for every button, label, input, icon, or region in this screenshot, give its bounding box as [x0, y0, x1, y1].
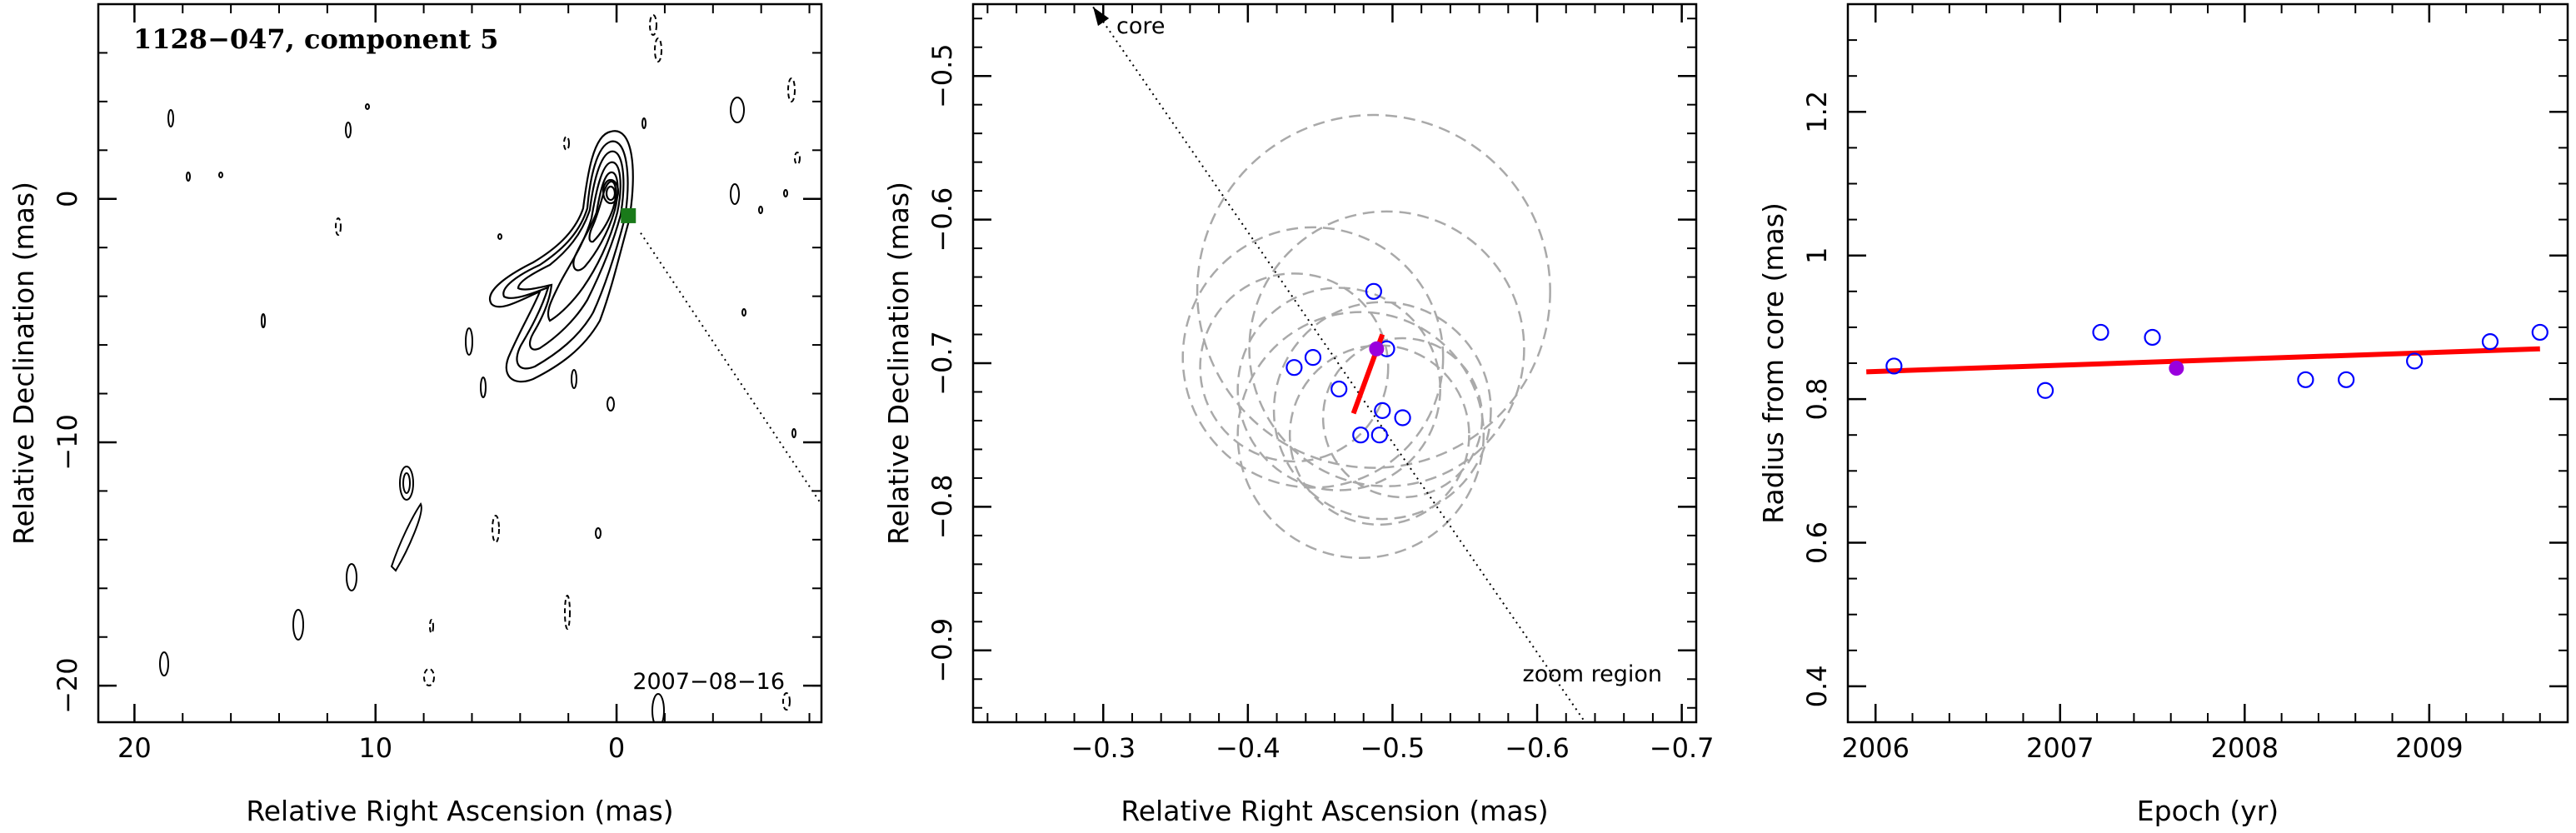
- y-tick-label: −10: [52, 414, 83, 471]
- x-tick-label: 10: [358, 732, 392, 764]
- y-tick-label: −0.6: [926, 187, 958, 252]
- fit-line: [1866, 346, 2540, 375]
- y-tick-label: 0.6: [1801, 521, 1833, 564]
- epoch-point: [2531, 323, 2549, 342]
- contour-map-axes: 20 10 0 0 −10 −20: [52, 3, 821, 764]
- y-tick-label: 1: [1801, 247, 1833, 264]
- current-epoch-point: [1369, 341, 1385, 357]
- error-circle: [1248, 210, 1525, 487]
- x-tick-label: −0.5: [1360, 732, 1425, 764]
- zoom-panel-content: [1092, 6, 1586, 722]
- x-tick-label: 2007: [2026, 732, 2094, 764]
- epoch-point: [2338, 371, 2355, 388]
- epoch-point: [1330, 380, 1348, 398]
- x-axis-label: Relative Right Ascension (mas): [1121, 795, 1548, 827]
- current-epoch-point: [2169, 361, 2184, 377]
- x-tick-label: 20: [117, 732, 152, 764]
- epoch-points: [1885, 323, 2549, 399]
- error-circle: [1196, 113, 1551, 469]
- core-arrowhead: [1093, 7, 1110, 27]
- epoch-point: [1374, 402, 1391, 419]
- radius-epoch-axes: 2006 2007 2008 2009 0.4 0.6 0.8 1 1.2: [1801, 3, 2568, 764]
- x-tick-label: 2009: [2395, 732, 2463, 764]
- epoch-point: [2092, 323, 2109, 342]
- y-tick-label: 0.8: [1801, 378, 1833, 421]
- zoom-panel-frame: [971, 2, 1698, 724]
- noise-contours: [159, 14, 801, 722]
- y-tick-label: −20: [52, 657, 83, 714]
- core-direction-line: [1092, 6, 1586, 722]
- y-tick-label: 0: [52, 191, 83, 207]
- y-axis-label: Radius from core (mas): [1757, 202, 1790, 524]
- contour-map-panel: 20 10 0 0 −10 −20 1128−047, component 5 2007−…: [7, 2, 823, 827]
- x-tick-label: −0.3: [1071, 732, 1136, 764]
- x-tick-label: 2006: [1842, 732, 1910, 764]
- radius-epoch-frame: [1846, 2, 2569, 724]
- direction-line: [640, 232, 821, 506]
- contour-map-frame: [97, 2, 823, 724]
- epoch-point: [2297, 371, 2314, 388]
- zoom-panel-axes: −0.3 −0.4 −0.5 −0.6 −0.7 −0.5 −0.6 −0.7 −0.8 −0.9: [926, 4, 1714, 764]
- error-circle: [1236, 311, 1485, 560]
- y-axis-label: Relative Declination (mas): [882, 182, 915, 545]
- epoch-point: [2144, 328, 2161, 347]
- jet-contours: [489, 130, 634, 383]
- x-tick-label: 0: [608, 732, 625, 764]
- y-tick-label: −0.5: [926, 43, 958, 108]
- error-circle: [1199, 272, 1390, 463]
- x-axis-label: Relative Right Ascension (mas): [246, 795, 673, 827]
- x-axis-label: Epoch (yr): [2137, 795, 2279, 827]
- error-circle: [1181, 226, 1445, 489]
- epoch-label: 2007−08−16: [632, 669, 785, 695]
- error-circles: [1181, 113, 1551, 560]
- y-tick-label: 0.4: [1801, 665, 1833, 707]
- epoch-point: [1365, 282, 1382, 300]
- epoch-point: [2406, 352, 2424, 370]
- epoch-points: [1286, 282, 1411, 444]
- epoch-point: [1885, 357, 1903, 375]
- x-tick-label: −0.6: [1505, 732, 1570, 764]
- y-tick-label: −0.7: [926, 331, 958, 396]
- error-circle: [1321, 337, 1484, 499]
- radius-epoch-content: [1866, 323, 2549, 399]
- x-tick-label: 2008: [2211, 732, 2279, 764]
- map-title: 1128−047, component 5: [133, 23, 498, 55]
- epoch-point: [1304, 349, 1322, 367]
- y-axis-label: Relative Declination (mas): [7, 182, 40, 545]
- epoch-point: [1286, 359, 1303, 377]
- epoch-point: [2036, 382, 2054, 399]
- epoch-point: [2481, 333, 2499, 351]
- epoch-point: [1352, 426, 1370, 444]
- y-tick-label: −0.9: [926, 618, 958, 683]
- zoom-region-label: zoom region: [1523, 661, 1662, 687]
- contour-map-content: [159, 14, 821, 722]
- error-circle: [1272, 301, 1492, 521]
- epoch-point: [1394, 409, 1411, 426]
- error-circle: [1236, 287, 1441, 491]
- y-tick-label: 1.2: [1801, 91, 1833, 133]
- y-tick-label: −0.8: [926, 475, 958, 540]
- component-marker: [621, 207, 637, 223]
- radius-epoch-panel: 2006 2007 2008 2009 0.4 0.6 0.8 1 1.2 Epoch (yr)…: [1757, 2, 2569, 827]
- zoom-panel: −0.3 −0.4 −0.5 −0.6 −0.7 −0.5 −0.6 −0.7 −0.8 −0.9…: [882, 2, 1714, 827]
- x-tick-label: −0.7: [1650, 732, 1715, 764]
- epoch-point: [1370, 426, 1388, 444]
- core-label: core: [1116, 13, 1165, 39]
- x-tick-label: −0.4: [1216, 732, 1281, 764]
